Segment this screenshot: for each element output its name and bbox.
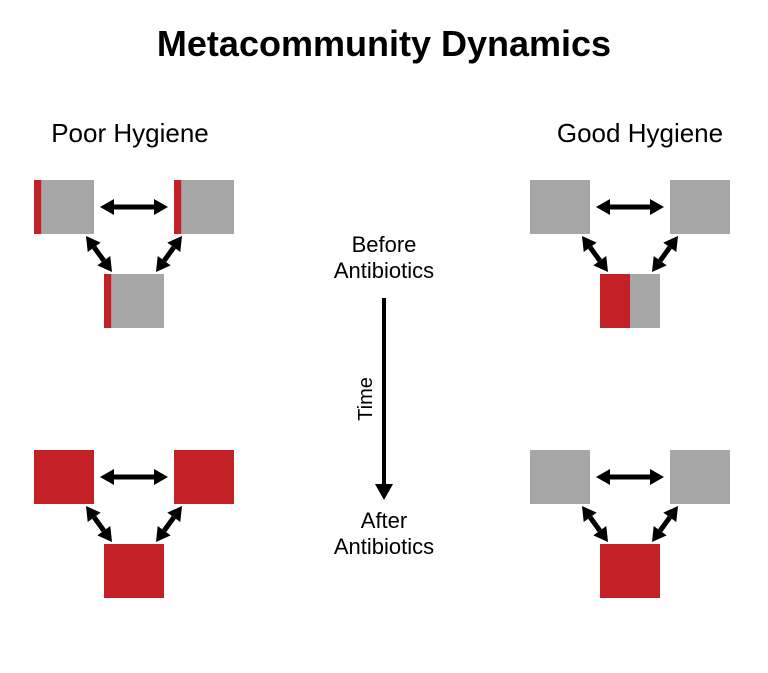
cluster-poor_before bbox=[34, 180, 234, 328]
arrow-poor_after-left bbox=[86, 506, 112, 542]
cluster-poor_after bbox=[34, 450, 234, 598]
box-good_before-0 bbox=[530, 180, 590, 234]
arrow-poor_after-right bbox=[156, 506, 182, 542]
arrow-good_before-top bbox=[596, 199, 664, 215]
after-label-line1: After bbox=[361, 508, 407, 533]
cluster-good_before bbox=[530, 180, 730, 328]
before-label-line2: Antibiotics bbox=[334, 258, 434, 283]
before-label-line1: Before bbox=[352, 232, 417, 257]
arrow-good_after-right bbox=[652, 506, 678, 542]
after-label-line2: Antibiotics bbox=[334, 534, 434, 559]
arrow-good_after-top bbox=[596, 469, 664, 485]
arrow-poor_before-top bbox=[100, 199, 168, 215]
arrow-poor_after-top bbox=[100, 469, 168, 485]
arrow-good_after-left bbox=[582, 506, 608, 542]
time-arrow bbox=[375, 298, 393, 500]
poor-hygiene-label: Poor Hygiene bbox=[51, 118, 209, 148]
box-poor_after-2 bbox=[104, 544, 164, 598]
diagram-canvas: Metacommunity Dynamics Poor Hygiene Good H… bbox=[0, 0, 768, 673]
box-good_before-1 bbox=[670, 180, 730, 234]
box-good_after-1 bbox=[670, 450, 730, 504]
box-poor_before-0 bbox=[34, 180, 94, 234]
box-poor_after-0 bbox=[34, 450, 94, 504]
arrow-poor_before-right bbox=[156, 236, 182, 272]
box-good_after-0 bbox=[530, 450, 590, 504]
arrow-good_before-left bbox=[582, 236, 608, 272]
main-title: Metacommunity Dynamics bbox=[157, 23, 611, 64]
box-good_before-2 bbox=[600, 274, 660, 328]
cluster-good_after bbox=[530, 450, 730, 598]
box-poor_before-2 bbox=[104, 274, 164, 328]
box-good_after-2 bbox=[600, 544, 660, 598]
arrow-good_before-right bbox=[652, 236, 678, 272]
box-poor_after-1 bbox=[174, 450, 234, 504]
arrow-poor_before-left bbox=[86, 236, 112, 272]
good-hygiene-label: Good Hygiene bbox=[557, 118, 723, 148]
box-poor_before-1 bbox=[174, 180, 234, 234]
time-label: Time bbox=[355, 377, 377, 421]
